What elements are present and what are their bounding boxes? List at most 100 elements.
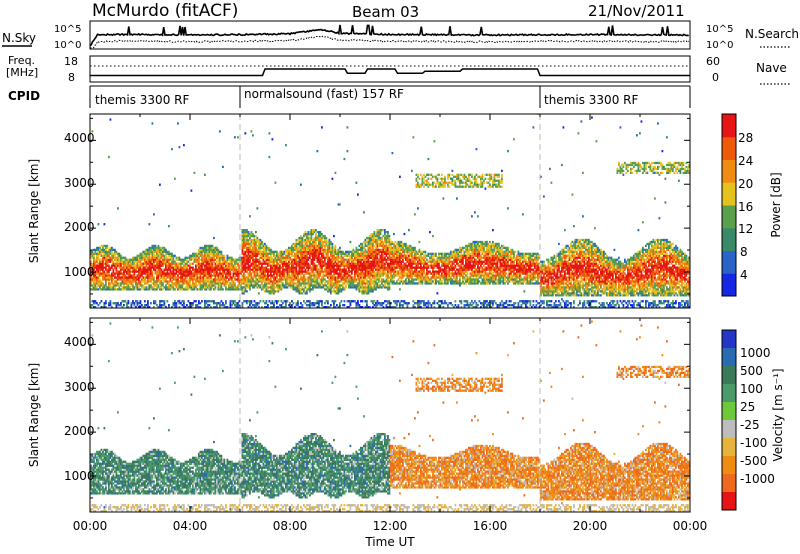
power-cell	[280, 306, 283, 308]
power-cell	[241, 302, 244, 305]
power-cell	[411, 268, 413, 271]
power-cell	[288, 250, 290, 253]
power-cell	[123, 264, 125, 267]
power-cell	[307, 230, 310, 234]
power-cell	[303, 282, 305, 285]
power-cell	[129, 282, 131, 285]
power-cell	[150, 272, 152, 275]
power-cell	[336, 278, 338, 281]
power-cell	[394, 282, 397, 285]
power-cell	[283, 262, 286, 265]
power-cell	[378, 248, 380, 252]
power-cell	[213, 280, 215, 283]
power-cell	[93, 268, 95, 271]
power-cell	[427, 264, 430, 267]
power-cell	[397, 254, 400, 257]
power-cell	[381, 236, 383, 240]
power-cell	[222, 256, 224, 259]
power-cell	[186, 274, 188, 277]
power-cell	[204, 248, 206, 252]
power-cell	[402, 258, 404, 261]
power-cell	[205, 300, 208, 303]
power-cell	[93, 248, 95, 252]
power-cell	[393, 254, 395, 257]
power-cell	[321, 264, 323, 267]
power-cell	[132, 262, 134, 265]
power-cell	[253, 234, 256, 238]
power-cell	[243, 264, 245, 267]
power-cell	[318, 270, 320, 273]
power-cell	[108, 276, 110, 279]
power-cell	[246, 280, 248, 283]
power-cell	[306, 248, 308, 252]
power-cell	[174, 302, 176, 305]
power-cell	[423, 177, 425, 180]
power-cell	[387, 230, 389, 234]
power-cell	[399, 266, 401, 269]
power-cell	[318, 230, 320, 234]
power-cell	[286, 254, 289, 257]
power-cell	[373, 232, 376, 236]
power-cell	[96, 288, 98, 291]
power-cell	[192, 262, 194, 265]
power-cell	[268, 256, 271, 259]
power-cell	[385, 274, 388, 277]
power-cell	[244, 270, 247, 273]
power-cell	[294, 248, 296, 252]
power-cell	[198, 250, 200, 253]
power-cell	[292, 270, 295, 273]
power-cell	[96, 270, 98, 273]
power-cell	[289, 262, 292, 265]
power-cell	[136, 260, 139, 263]
power-cell	[286, 270, 289, 273]
power-cell	[252, 278, 254, 281]
power-cell	[102, 266, 104, 269]
power-cell	[237, 304, 239, 307]
power-cell	[258, 242, 260, 246]
power-cell	[94, 248, 97, 252]
power-cell	[208, 266, 211, 269]
power-cell	[186, 262, 188, 265]
power-cell	[319, 248, 322, 252]
power-cell	[180, 264, 182, 267]
power-cell	[300, 264, 302, 267]
power-cell	[381, 258, 383, 261]
power-cell	[363, 288, 365, 291]
power-cell	[199, 250, 202, 253]
power-cell	[429, 280, 431, 283]
power-cell	[385, 252, 388, 255]
power-cell	[409, 270, 412, 273]
power-cell	[393, 244, 395, 248]
power-cell	[118, 252, 121, 255]
power-cell	[115, 280, 118, 283]
power-cell	[108, 302, 110, 305]
power-cell	[228, 286, 230, 289]
power-cell	[216, 248, 218, 252]
power-cell	[303, 244, 305, 248]
station-title: McMurdo (fitACF)	[92, 1, 238, 21]
power-cell	[277, 300, 280, 303]
power-cell	[256, 284, 259, 287]
power-cell	[360, 244, 362, 248]
power-cell	[175, 256, 178, 259]
power-cell	[295, 304, 298, 307]
power-cell	[346, 282, 349, 285]
power-cell	[267, 260, 269, 263]
power-cell	[235, 260, 238, 263]
power-cell	[250, 276, 253, 279]
power-cell	[364, 300, 367, 303]
power-cell	[265, 288, 268, 291]
power-cell	[94, 306, 97, 308]
power-cell	[168, 262, 170, 265]
power-cell	[249, 234, 251, 238]
power-cell	[193, 268, 196, 271]
power-cell	[417, 282, 419, 285]
power-cell	[361, 286, 364, 289]
power-cell	[117, 264, 119, 267]
power-cell	[297, 248, 299, 252]
power-cell	[312, 230, 314, 234]
power-cell	[142, 286, 145, 289]
power-cell	[207, 260, 209, 263]
power-cell	[267, 254, 269, 257]
power-cell	[193, 272, 196, 275]
